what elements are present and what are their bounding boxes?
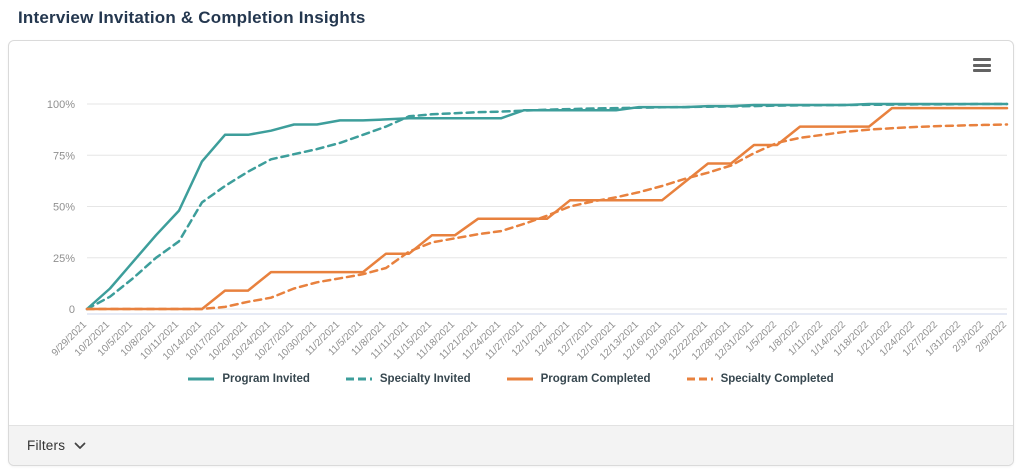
y-axis-label: 100% <box>47 99 75 111</box>
filters-toggle[interactable]: Filters <box>27 438 86 453</box>
y-axis-label: 50% <box>53 202 75 214</box>
line-chart-svg: 100%75%50%25%09/29/202110/2/202110/5/202… <box>47 99 1010 363</box>
filters-bar: Filters <box>9 425 1013 465</box>
chevron-down-icon <box>74 442 86 449</box>
series-program-completed <box>85 106 1009 311</box>
series-specialty-completed <box>85 123 1009 311</box>
hamburger-menu-icon <box>973 63 991 67</box>
legend-item-specialty-completed[interactable]: Specialty Completed <box>686 373 834 385</box>
solid-line-swatch-icon <box>506 377 533 381</box>
series-specialty-invited <box>85 102 1009 311</box>
chart-legend: Program Invited Specialty Invited Program … <box>9 373 1013 385</box>
legend-label: Specialty Invited <box>379 373 471 385</box>
legend-item-program-invited[interactable]: Program Invited <box>188 373 310 385</box>
y-axis-label: 25% <box>53 253 75 265</box>
y-axis-label: 75% <box>53 150 75 162</box>
legend-label: Program Completed <box>540 373 651 385</box>
chart-context-menu-button[interactable] <box>973 58 991 72</box>
hamburger-menu-icon <box>973 69 991 72</box>
line-chart: 100% 75% 50% 25% 0 9/29/2021 10/2/2021 10/5/202… <box>9 49 1015 397</box>
page-title: Interview Invitation & Completion Insigh… <box>18 8 366 27</box>
y-axis-label: 0 <box>69 304 75 316</box>
filters-label: Filters <box>27 438 66 453</box>
dashed-line-swatch-icon <box>686 377 713 381</box>
dashed-line-swatch-icon <box>345 377 372 381</box>
legend-label: Program Invited <box>222 373 310 385</box>
chart-card: 100% 75% 50% 25% 0 9/29/2021 10/2/2021 10/5/202… <box>8 40 1014 466</box>
solid-line-swatch-icon <box>188 377 215 381</box>
legend-item-program-completed[interactable]: Program Completed <box>506 373 651 385</box>
hamburger-menu-icon <box>973 58 991 61</box>
legend-item-specialty-invited[interactable]: Specialty Invited <box>345 373 471 385</box>
legend-label: Specialty Completed <box>720 373 834 385</box>
